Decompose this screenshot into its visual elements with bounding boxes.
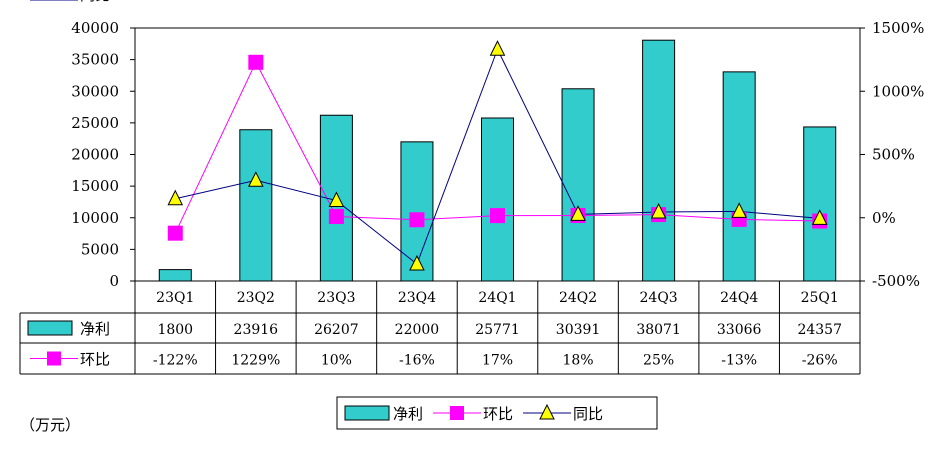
table-cell-value: 23916 bbox=[234, 322, 279, 338]
table-cell-value: 136% bbox=[316, 0, 356, 4]
marker-qoq bbox=[409, 212, 425, 228]
bars bbox=[158, 39, 837, 282]
marker-yoy bbox=[489, 40, 506, 56]
bar-net-profit bbox=[158, 269, 192, 282]
x-tick-label: 23Q2 bbox=[237, 290, 275, 306]
x-tick-label: 24Q1 bbox=[478, 290, 516, 306]
table-row-label: 净利 bbox=[80, 320, 110, 338]
table-cell-value: -366% bbox=[395, 0, 440, 4]
marker-yoy bbox=[811, 209, 828, 225]
legend-entry: 环比 bbox=[483, 405, 513, 423]
y-left-tick-label: 10000 bbox=[71, 209, 119, 227]
legend: 净利 环比 同比 bbox=[336, 396, 658, 430]
lines bbox=[167, 40, 828, 271]
marker-yoy bbox=[328, 191, 345, 208]
x-tick-label: 24Q3 bbox=[640, 290, 678, 306]
table-key-net-profit bbox=[27, 320, 73, 336]
y-left-tick-label: 40000 bbox=[71, 19, 119, 37]
table-cell-value: 33066 bbox=[717, 322, 762, 338]
table-cell-value: 25% bbox=[643, 353, 674, 369]
marker-qoq bbox=[167, 225, 183, 241]
table-cell-value: -26% bbox=[802, 353, 838, 369]
y-right-tick-label: 0% bbox=[872, 209, 896, 227]
x-tick-label: 25Q1 bbox=[801, 290, 839, 306]
marker-qoq bbox=[248, 54, 264, 70]
x-tick-label: 24Q2 bbox=[559, 290, 597, 306]
y-left-tick-label: 0 bbox=[109, 272, 119, 290]
table-key-marker-qoq bbox=[47, 351, 61, 366]
x-tick-label: 23Q4 bbox=[398, 290, 436, 306]
table-cell-value: 1332% bbox=[473, 0, 522, 4]
bar-net-profit bbox=[722, 71, 756, 282]
table-cell-value: 25771 bbox=[475, 322, 520, 338]
marker-yoy bbox=[248, 171, 264, 187]
x-tick-label: 24Q4 bbox=[720, 290, 758, 306]
table-cell-value: -5% bbox=[806, 0, 833, 4]
data-table: 23Q1 23Q2 23Q3 23Q4 24Q1 24Q2 24Q3 24Q4 25Q1 净利 18… bbox=[19, 0, 861, 375]
legend-key-marker-yoy bbox=[539, 403, 555, 420]
table-cell-value: -13% bbox=[721, 353, 757, 369]
table-cell-value: 45% bbox=[643, 0, 674, 4]
y-left-tick-label: 25000 bbox=[71, 114, 119, 132]
marker-yoy bbox=[570, 205, 586, 221]
bar-net-profit bbox=[803, 126, 837, 282]
x-tick-label: 23Q1 bbox=[156, 290, 194, 306]
marker-qoq bbox=[328, 208, 344, 224]
y-left-tick-label: 15000 bbox=[71, 177, 119, 195]
axes: 0 5000 10000 15000 20000 25000 30000 35000 40000… bbox=[71, 19, 924, 290]
y-right-tick-label: 500% bbox=[872, 146, 915, 164]
table-cell-value: -16% bbox=[399, 353, 435, 369]
y-left-tick-label: 20000 bbox=[71, 146, 119, 164]
bar-net-profit bbox=[642, 39, 676, 282]
table-cell-value: 50% bbox=[724, 0, 755, 4]
y-left-tick-label: 30000 bbox=[71, 82, 119, 100]
y-right-tick-label: 1000% bbox=[872, 82, 924, 100]
y-right-tick-label: -500% bbox=[872, 272, 920, 290]
marker-yoy bbox=[167, 189, 184, 206]
legend-box bbox=[336, 396, 658, 430]
table-cell-value: 18% bbox=[562, 353, 593, 369]
table-cell-value: 150% bbox=[155, 0, 195, 4]
table-row-label: 环比 bbox=[80, 351, 110, 369]
table-cell-value: 24357 bbox=[797, 322, 842, 338]
bar-net-profit bbox=[239, 129, 273, 282]
y-right-tick-label: 1500% bbox=[872, 19, 924, 37]
table-cell-value: -122% bbox=[153, 353, 198, 369]
bar-net-profit bbox=[561, 88, 595, 282]
table-row-label: 同比 bbox=[80, 0, 110, 4]
table-cell-value: 10% bbox=[321, 353, 352, 369]
table-cell-value: 296% bbox=[236, 0, 276, 4]
table-cell-value: 17% bbox=[482, 353, 513, 369]
table-cell-value: 22000 bbox=[395, 322, 440, 338]
legend-key-net-profit bbox=[344, 405, 390, 421]
table-cell-value: 30391 bbox=[556, 322, 601, 338]
table-cell-value: 1229% bbox=[231, 353, 280, 369]
marker-yoy bbox=[409, 254, 425, 271]
marker-qoq bbox=[490, 208, 505, 224]
y-left-tick-label: 5000 bbox=[81, 240, 119, 258]
x-tick-label: 23Q3 bbox=[317, 290, 355, 306]
marker-yoy bbox=[650, 202, 667, 219]
legend-entry: 同比 bbox=[573, 405, 603, 423]
table-cell-value: 1800 bbox=[157, 322, 193, 338]
table-cell-value: 38071 bbox=[636, 322, 681, 338]
legend-key-marker-qoq bbox=[450, 406, 464, 420]
y-left-tick-label: 35000 bbox=[71, 51, 119, 69]
unit-label: （万元） bbox=[20, 416, 80, 434]
table-cell-value: 26207 bbox=[314, 322, 359, 338]
bar-net-profit bbox=[481, 117, 514, 282]
legend-entry: 净利 bbox=[393, 405, 423, 423]
table-cell-value: 27% bbox=[562, 0, 593, 4]
marker-yoy bbox=[731, 202, 747, 218]
